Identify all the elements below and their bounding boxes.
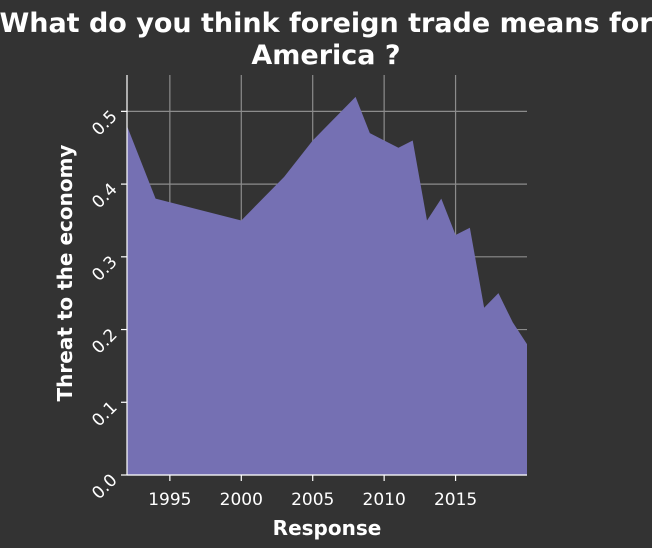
y-axis-label: Threat to the economy (53, 145, 77, 402)
area-series (127, 97, 527, 475)
x-axis-label: Response (273, 516, 382, 540)
chart-title-line-1: What do you think foreign trade means fo… (0, 8, 652, 39)
x-tick-label-3: 2010 (363, 490, 406, 510)
y-tick-label-0: 0.0 (88, 470, 121, 503)
y-tick-labels: 0.0 0.1 0.2 0.3 0.4 0.5 (88, 107, 127, 504)
y-tick-label-1: 0.1 (88, 398, 121, 431)
x-tick-label-1: 2000 (220, 490, 263, 510)
y-tick-label-5: 0.5 (88, 107, 121, 140)
y-tick-label-3: 0.3 (88, 252, 121, 285)
x-tick-labels: 1995 2000 2005 2010 2015 (148, 475, 477, 510)
x-tick-label-0: 1995 (148, 490, 191, 510)
x-tick-label-2: 2005 (291, 490, 334, 510)
x-tick-label-4: 2015 (434, 490, 477, 510)
y-tick-label-2: 0.2 (88, 325, 121, 358)
y-tick-label-4: 0.4 (88, 179, 121, 212)
chart-title-line-2: America ? (251, 40, 400, 71)
